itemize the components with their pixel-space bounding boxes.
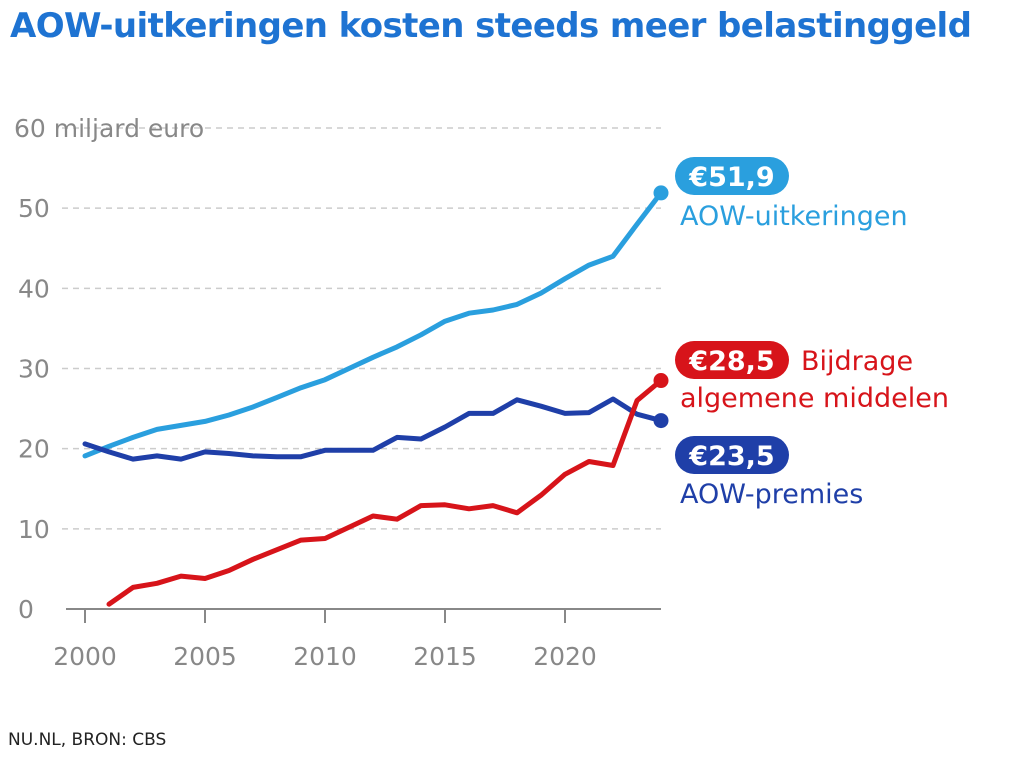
series-line-uitkeringen — [82, 190, 664, 459]
series-label-premies: €23,5 AOW-premies — [675, 436, 863, 510]
series-label-uitkeringen: €51,9 AOW-uitkeringen — [675, 157, 908, 232]
axes: 0 10 20 30 40 50 60 miljard euro 2000 2005 2010 20… — [14, 114, 661, 671]
series-label-bijdrage: €28,5 Bijdrage algemene middelen — [675, 341, 949, 414]
series-line-premies — [82, 396, 664, 462]
chart-title: AOW-uitkeringen kosten steeds meer belas… — [10, 6, 972, 46]
value-badge-text-uitkeringen: €51,9 — [688, 162, 774, 193]
series-name-premies: AOW-premies — [680, 479, 863, 510]
series-end-point-bijdrage — [653, 373, 669, 389]
value-badge-bijdrage — [675, 341, 789, 379]
x-tick-label-2000: 2000 — [53, 642, 117, 671]
series-name-line-1-bijdrage: Bijdrage — [801, 346, 913, 377]
value-badge-text-bijdrage: €28,5 — [688, 346, 774, 377]
y-tick-label-30: 30 — [18, 355, 50, 384]
value-badge-uitkeringen — [675, 157, 789, 195]
y-axis-label: 60 miljard euro — [14, 114, 204, 143]
value-badge-premies — [675, 436, 789, 474]
series-name-uitkeringen: AOW-uitkeringen — [680, 201, 908, 232]
series-labels: €51,9 AOW-uitkeringen €23,5 AOW-premies €28,… — [675, 157, 949, 510]
series-end-point-premies — [653, 413, 669, 429]
series-lines — [82, 185, 669, 607]
x-tick-label-2020: 2020 — [533, 642, 597, 671]
y-tick-label-40: 40 — [18, 274, 50, 303]
x-tick-label-2015: 2015 — [413, 642, 477, 671]
source-note: NU.NL, BRON: CBS — [8, 730, 167, 750]
series-name-line-2-bijdrage: algemene middelen — [680, 383, 949, 414]
y-tick-label-50: 50 — [18, 194, 50, 223]
y-tick-label-20: 20 — [18, 435, 50, 464]
y-tick-label-10: 10 — [18, 515, 50, 544]
x-tick-label-2010: 2010 — [293, 642, 357, 671]
value-badge-text-premies: €23,5 — [688, 441, 774, 472]
series-line-bijdrage — [106, 378, 664, 607]
series-end-point-uitkeringen — [653, 185, 669, 201]
x-tick-label-2005: 2005 — [173, 642, 237, 671]
y-tick-label-0: 0 — [18, 595, 34, 624]
